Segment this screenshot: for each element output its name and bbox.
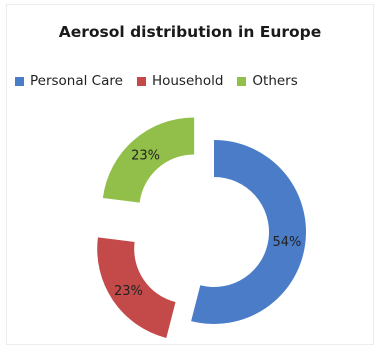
legend-swatch-others (237, 76, 247, 86)
slice-personal-care (191, 140, 306, 324)
chart-area: Aerosol distribution in Europe Personal … (6, 4, 374, 345)
legend-swatch-household (136, 76, 146, 86)
data-label-others: 23% (131, 148, 160, 163)
legend-label-household: Household (151, 73, 224, 89)
legend-item-personal-care: Personal Care (15, 73, 123, 89)
legend: Personal Care Household Others (15, 73, 377, 89)
slice-others (102, 117, 195, 203)
legend-item-others: Others (237, 73, 298, 89)
slice-household (97, 237, 176, 338)
legend-label-others: Others (252, 73, 298, 89)
legend-swatch-personal-care (15, 76, 24, 86)
data-label-household: 23% (114, 284, 143, 299)
data-label-personal-care: 54% (272, 235, 301, 250)
legend-item-household: Household (136, 73, 224, 89)
legend-label-personal-care: Personal Care (30, 73, 123, 89)
chart-title: Aerosol distribution in Europe (58, 23, 322, 41)
